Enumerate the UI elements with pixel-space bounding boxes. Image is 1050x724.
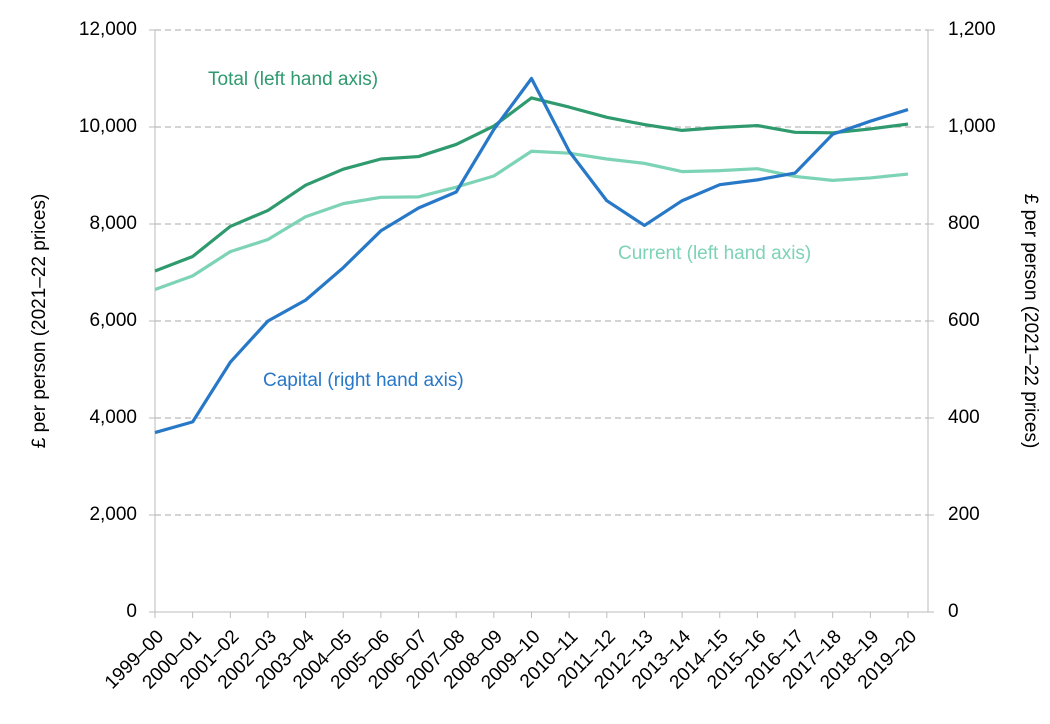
y2-tick-label: 1,200	[948, 19, 996, 40]
series-annotation: Capital (right hand axis)	[263, 370, 464, 391]
y2-tick-label: 1,000	[948, 116, 996, 137]
y-tick-label: 0	[126, 601, 137, 622]
y2-axis-label: £ per person (2021–22 prices)	[1020, 194, 1041, 449]
y-tick-label: 6,000	[89, 310, 137, 331]
y-tick-label: 12,000	[79, 19, 137, 40]
series-annotation: Current (left hand axis)	[618, 243, 811, 264]
y-tick-label: 2,000	[89, 504, 137, 525]
y-tick-label: 4,000	[89, 407, 137, 428]
series-line	[154, 76, 909, 435]
series-line	[154, 96, 909, 273]
y2-tick-label: 0	[948, 601, 959, 622]
series-annotation: Total (left hand axis)	[208, 69, 378, 90]
y2-tick-label: 200	[948, 504, 980, 525]
y-tick-label: 8,000	[89, 213, 137, 234]
y2-tick-label: 400	[948, 407, 980, 428]
y-axis-label: £ per person (2021–22 prices)	[29, 194, 50, 449]
y-tick-label: 10,000	[79, 116, 137, 137]
y2-tick-label: 600	[948, 310, 980, 331]
y2-tick-label: 800	[948, 213, 980, 234]
